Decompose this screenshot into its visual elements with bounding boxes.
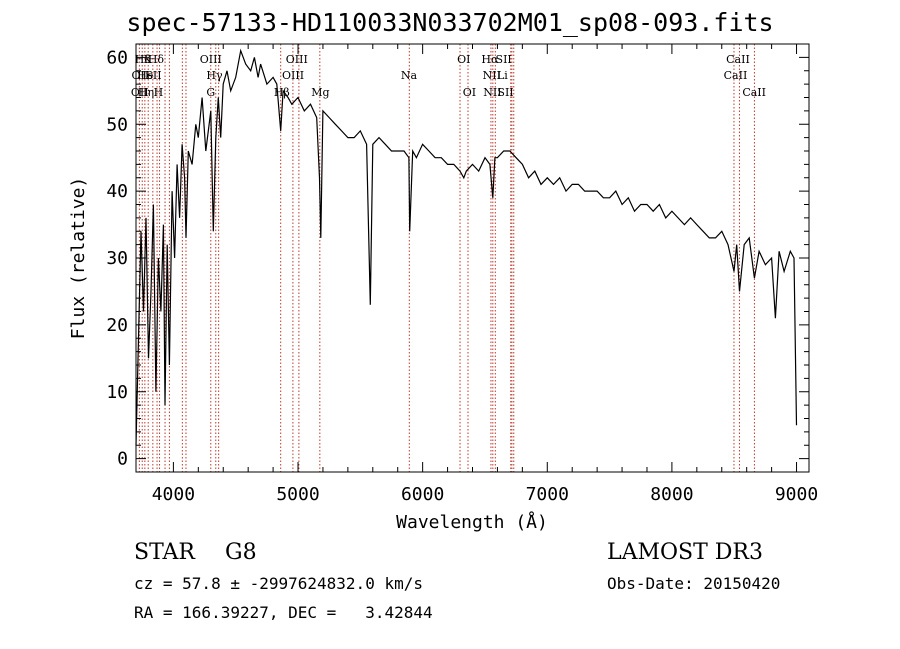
plot-frame [135,43,810,473]
object-subclass: G8 [225,540,257,565]
flux-series-line [135,48,798,446]
x-tick-label: 5000 [276,484,319,505]
line-label-18: OI [463,86,476,99]
line-label-24: SII [497,86,513,99]
x-tick-label: 8000 [650,484,693,505]
y-axis-label: Flux (relative) [68,177,89,340]
x-tick-label: 9000 [775,484,818,505]
line-label-16: Na [401,69,418,82]
line-label-25: CaII [726,53,750,66]
x-axis-label: Wavelength (Å) [396,511,548,533]
y-axis-ticks: 0 10 20 30 40 50 60 [106,47,809,470]
line-label-11: G [206,86,215,99]
line-label-10: Hγ [206,69,223,82]
line-label-19: Hα [481,53,499,66]
line-label-4: He [137,69,153,82]
redshift-readout: cz = 57.8 ± -2997624832.0 km/s [134,574,423,593]
observation-date: Obs-Date: 20150420 [607,574,781,593]
chart-title: spec-57133-HD110033N033702M01_sp08-093.f… [126,8,774,37]
line-label-26: CaII [724,69,748,82]
line-label-22: Li [497,69,508,82]
x-tick-label: 4000 [152,484,195,505]
y-tick-label: 10 [106,382,128,403]
line-label-13: OIII [282,69,304,82]
line-label-14: Hβ [274,86,290,99]
line-label-8: H [154,86,164,99]
emission-line-markers [138,44,755,472]
y-tick-label: 20 [106,315,128,336]
line-label-20: SII [496,53,512,66]
line-label-27: CaII [742,86,766,99]
line-label-23: NII [483,86,501,99]
line-label-17: OI [457,53,470,66]
line-label-21: NII [483,69,501,82]
line-label-15: Mg [311,86,329,99]
line-label-1: K [144,53,153,66]
line-label-9: OIII [200,53,222,66]
line-label-0: Hδ [135,53,152,66]
object-class: STAR [134,540,195,565]
x-tick-label: 7000 [526,484,569,505]
y-tick-label: 60 [106,47,128,68]
line-label-5: SII [145,69,161,82]
x-tick-label: 6000 [401,484,444,505]
y-tick-label: 30 [106,248,128,269]
line-label-6: OII [131,86,149,99]
line-label-7: Hη [138,86,154,99]
coordinates-readout: RA = 166.39227, DEC = 3.42844 [134,603,433,622]
y-tick-label: 50 [106,114,128,135]
y-tick-label: 40 [106,181,128,202]
line-label-2: Hδ [148,53,165,66]
x-axis-ticks: 4000 5000 6000 7000 8000 9000 [152,44,818,505]
line-label-3: OII [132,69,150,82]
line-label-12: OIII [286,53,308,66]
survey-name: LAMOST DR3 [607,540,763,565]
y-tick-label: 0 [117,449,128,470]
